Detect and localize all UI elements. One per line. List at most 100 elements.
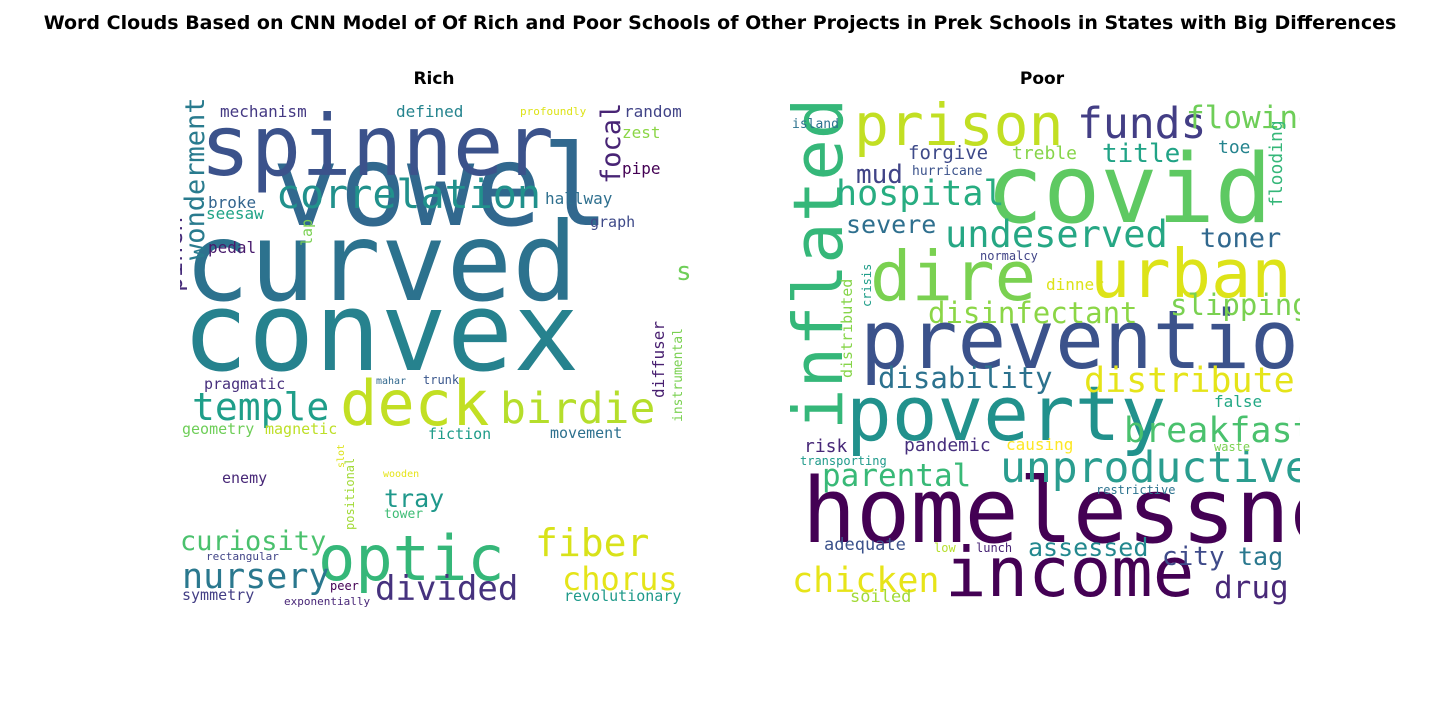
rich-word-exponentially: exponentially [284,595,370,608]
poor-word-distribute: distribute [1084,361,1295,401]
rich-word-peer: peer [330,579,359,593]
poor-word-income: income [945,533,1194,610]
poor-word-assessed: assessed [1028,533,1148,562]
rich-word-vowel: vowel [272,122,609,252]
poor-word-causing: causing [1006,435,1073,454]
poor-word-poverty: poverty [846,369,1166,458]
poor-word-prevention: prevention [860,294,1300,388]
poor-word-slipping: slipping [1170,288,1300,322]
rich-word-graph: graph [590,213,635,231]
poor-word-unproductive: unproductive [1000,443,1300,493]
poor-word-restrictive: restrictive [1096,483,1175,497]
poor-word-toe: toe [1218,137,1251,158]
rich-word-wonderment: wonderment [180,100,211,260]
rich-word-lap: lap [298,219,316,246]
rich-word-fiction: fiction [428,425,491,443]
rich-word-pinch: pinch [180,217,188,292]
poor-word-urban: urban [1090,235,1292,313]
rich-panel-title: Rich [413,69,455,89]
poor-word-transporting: transporting [800,454,887,468]
poor-word-prison: prison [854,100,1064,159]
poor-word-adequate: adequate [824,535,906,555]
poor-word-flowing: flowing [1186,100,1300,136]
rich-word-diffuser: diffuser [649,321,668,398]
poor-word-homelessness: homelessness [802,459,1300,564]
rich-word-fiber: fiber [535,521,649,565]
rich-word-tray: tray [384,484,444,513]
rich-word-mechanism: mechanism [220,102,307,121]
rich-word-positional: positional [343,458,357,530]
rich-word-pragmatic: pragmatic [204,375,285,393]
poor-word-dire: dire [870,237,1036,317]
poor-word-disability: disability [878,361,1053,395]
rich-word-instrumental: instrumental [671,328,686,422]
rich-word-birdie: birdie [500,384,655,434]
rich-word-symmetry: symmetry [182,586,254,604]
poor-word-pandemic: pandemic [904,435,991,456]
poor-word-island: island [792,117,839,132]
rich-word-pipe: pipe [622,159,661,178]
poor-word-chicken: chicken [792,561,940,601]
poor-word-false: false [1214,392,1262,411]
rich-word-random: random [624,102,682,121]
poor-word-parental: parental [822,458,971,494]
rich-word-nursery: nursery [182,557,330,597]
rich-word-movement: movement [550,424,622,442]
rich-word-correlation: correlation [276,172,541,218]
rich-word-tower: tower [384,507,423,522]
rich-word-wooden: wooden [383,469,419,480]
poor-panel-title: Poor [1019,69,1065,89]
rich-word-spinner: spinner [200,100,554,195]
rich-word-defined: defined [396,102,463,121]
rich-word-pedal: pedal [208,238,256,257]
rich-word-mahar: mahar [376,376,406,387]
poor-word-drug: drug [1214,570,1289,606]
rich-word-trunk: trunk [423,373,460,387]
rich-word-magnetic: magnetic [265,420,337,438]
poor-word-disinfectant: disinfectant [928,296,1138,330]
poor-word-soiled: soiled [850,587,911,607]
poor-word-treble: treble [1012,143,1077,164]
rich-word-zest: zest [622,123,661,142]
rich-word-seesaw: seesaw [206,204,264,223]
poor-word-crisis: crisis [860,264,874,307]
poor-word-breakfast: breakfast [1124,411,1300,451]
poor-word-tag: tag [1238,542,1283,571]
poor-word-severe: severe [846,210,936,239]
rich-word-profoundly: profoundly [520,105,587,118]
rich-word-deck: deck [340,367,489,440]
poor-word-distributed: distributed [838,279,856,378]
poor-word-flooding: flooding [1266,120,1287,207]
rich-word-broke: broke [208,193,256,212]
rich-word-geometry: geometry [182,420,254,438]
rich-word-temple: temple [192,385,329,429]
poor-word-risk: risk [804,436,848,457]
poor-word-low: low [934,541,956,555]
poor-word-toner: toner [1200,223,1281,254]
rich-word-divided: divided [375,569,518,609]
figure-title: Word Clouds Based on CNN Model of Of Ric… [43,12,1397,34]
poor-word-covid: covid [986,135,1272,245]
rich-word-convex: convex [182,268,579,396]
rich-word-shaped: shaped [676,257,690,287]
poor-word-mud: mud [856,160,903,190]
poor-word-normalcy: normalcy [980,249,1038,263]
rich-word-curved: curved [184,199,578,326]
poor-word-hurricane: hurricane [912,164,983,179]
poor-word-funds: funds [1077,100,1206,149]
rich-word-slot: slot [336,444,347,468]
rich-word-chorus: chorus [562,560,678,598]
poor-word-title: title [1102,139,1180,169]
rich-word-revolutionary: revolutionary [564,587,681,605]
rich-word-focal: focal [596,103,627,184]
poor-word-dinner: dinner [1046,275,1104,294]
rich-word-curiosity: curiosity [180,526,326,557]
rich-word-optic: optic [318,522,505,595]
poor-word-forgive: forgive [908,142,988,164]
rich-word-rectangular: rectangular [206,550,279,563]
rich-word-enemy: enemy [222,469,267,487]
rich-word-hallway: hallway [545,189,613,208]
